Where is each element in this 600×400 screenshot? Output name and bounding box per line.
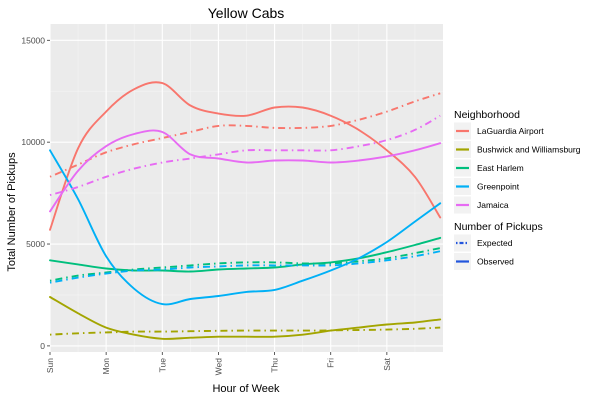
legend-label: Jamaica bbox=[477, 200, 509, 210]
x-tick-label: Tue bbox=[157, 358, 167, 373]
legend-label: Expected bbox=[477, 238, 513, 248]
series-line-laguardia-airport-expected bbox=[49, 92, 441, 178]
series-lines bbox=[49, 81, 442, 340]
legend-color-title: Neighborhood bbox=[454, 109, 520, 121]
legend: Neighborhood Number of Pickups LaGuardia… bbox=[454, 109, 581, 270]
legend-label: Observed bbox=[477, 257, 514, 267]
legend-item-expected: Expected bbox=[454, 234, 513, 252]
legend-label: Greenpoint bbox=[477, 182, 520, 192]
x-tick-label: Sat bbox=[382, 357, 392, 370]
chart-title: Yellow Cabs bbox=[208, 5, 285, 21]
y-tick-label: 0 bbox=[40, 341, 45, 351]
legend-label: LaGuardia Airport bbox=[477, 126, 544, 136]
series-line-jamaica-observed bbox=[49, 129, 442, 213]
x-tick-label: Wed bbox=[213, 358, 223, 376]
series-line-greenpoint-observed bbox=[49, 149, 442, 306]
x-tick-label: Mon bbox=[101, 358, 111, 375]
y-axis: 0 5000 10000 15000 bbox=[21, 35, 50, 351]
x-axis: Sun Mon Tue Wed Thu Fri Sat bbox=[45, 352, 392, 375]
series-line-laguardia-airport-observed bbox=[49, 81, 442, 231]
y-tick-label: 5000 bbox=[26, 239, 45, 249]
y-axis-title: Total Number of Pickups bbox=[6, 152, 18, 272]
legend-label: Bushwick and Williamsburg bbox=[477, 145, 581, 155]
legend-item-greenpoint: Greenpoint bbox=[454, 178, 520, 195]
legend-item-laguardia-airport: LaGuardia Airport bbox=[454, 122, 544, 140]
x-tick-label: Thu bbox=[270, 358, 280, 373]
y-tick-label: 10000 bbox=[21, 137, 45, 147]
series-line-bushwick-and-williamsburg-observed bbox=[49, 296, 442, 340]
legend-linetype-title: Number of Pickups bbox=[454, 221, 543, 233]
y-tick-label: 15000 bbox=[21, 35, 45, 45]
x-axis-title: Hour of Week bbox=[212, 383, 280, 395]
x-tick-label: Fri bbox=[326, 358, 336, 368]
legend-item-east-harlem: East Harlem bbox=[454, 159, 524, 177]
legend-item-observed: Observed bbox=[454, 253, 514, 270]
plot-panel bbox=[49, 24, 443, 352]
x-tick-label: Sun bbox=[45, 358, 55, 373]
legend-item-bushwick-and-williamsburg: Bushwick and Williamsburg bbox=[454, 141, 581, 158]
legend-label: East Harlem bbox=[477, 163, 524, 173]
legend-item-jamaica: Jamaica bbox=[454, 196, 509, 214]
